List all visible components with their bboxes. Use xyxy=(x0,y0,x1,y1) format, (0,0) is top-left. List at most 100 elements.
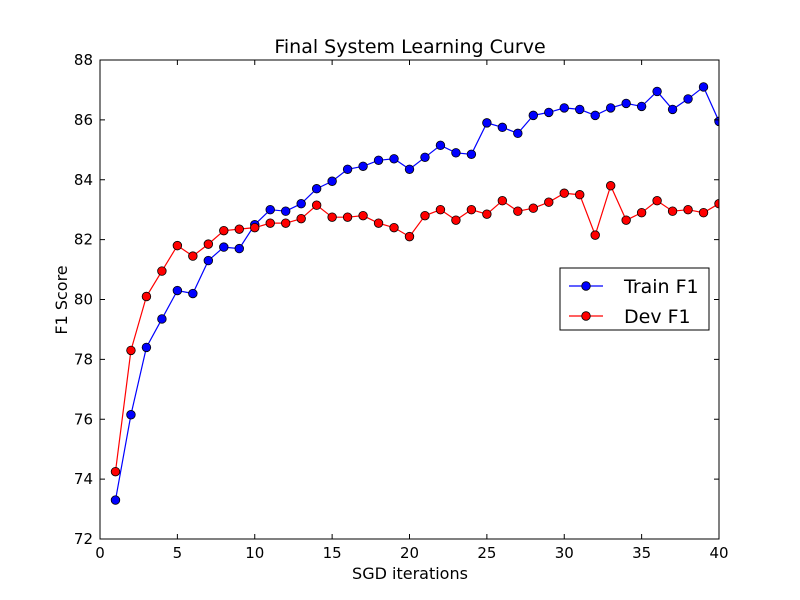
data-point-train-f1 xyxy=(311,184,322,194)
data-point-dev-f1 xyxy=(528,203,539,213)
y-tick-label: 86 xyxy=(74,111,93,129)
data-point-train-f1 xyxy=(575,104,585,115)
data-point-dev-f1 xyxy=(636,207,647,218)
data-point-train-f1 xyxy=(203,255,214,266)
data-point-dev-f1 xyxy=(219,225,229,236)
data-point-train-f1 xyxy=(605,103,616,113)
data-point-dev-f1 xyxy=(652,196,662,206)
data-point-dev-f1 xyxy=(311,200,322,210)
data-point-dev-f1 xyxy=(590,230,600,240)
data-point-dev-f1 xyxy=(435,204,446,215)
plot-area xyxy=(110,82,719,505)
data-point-train-f1 xyxy=(667,104,678,115)
data-point-dev-f1 xyxy=(141,291,152,302)
legend-label-train-f1: Train F1 xyxy=(623,276,699,298)
data-point-dev-f1 xyxy=(559,188,569,198)
data-point-dev-f1 xyxy=(466,204,477,215)
data-point-dev-f1 xyxy=(157,266,167,276)
x-tick-label: 35 xyxy=(632,544,651,562)
data-point-train-f1 xyxy=(590,110,600,121)
data-point-train-f1 xyxy=(528,110,539,121)
data-point-train-f1 xyxy=(373,155,384,165)
data-point-dev-f1 xyxy=(420,210,430,221)
data-point-train-f1 xyxy=(188,288,198,299)
data-point-dev-f1 xyxy=(714,199,719,209)
data-point-train-f1 xyxy=(281,206,291,216)
x-tick-label: 25 xyxy=(477,544,496,562)
y-axis-label: F1 Score xyxy=(52,265,71,334)
legend-marker-train-f1 xyxy=(581,281,591,291)
axis-ticks: 0 5 10 15 20 25 30 35 40 72 74 76 78 80 82 84 86 88 xyxy=(74,51,729,562)
legend: Train F1 Dev F1 xyxy=(559,267,710,331)
data-point-dev-f1 xyxy=(126,345,136,356)
data-point-dev-f1 xyxy=(296,213,306,224)
y-tick-label: 88 xyxy=(74,51,93,69)
x-axis-label: SGD iterations xyxy=(352,564,468,583)
data-point-dev-f1 xyxy=(373,218,384,228)
data-point-dev-f1 xyxy=(358,210,368,221)
x-tick-label: 5 xyxy=(173,544,183,562)
data-point-dev-f1 xyxy=(698,207,709,218)
data-point-train-f1 xyxy=(219,242,229,252)
data-point-train-f1 xyxy=(497,122,508,133)
data-point-dev-f1 xyxy=(342,212,353,222)
data-point-dev-f1 xyxy=(513,206,523,216)
data-point-dev-f1 xyxy=(451,215,461,225)
y-tick-label: 80 xyxy=(74,291,93,309)
y-tick-label: 72 xyxy=(74,530,93,548)
data-point-train-f1 xyxy=(265,204,275,215)
data-point-train-f1 xyxy=(683,94,693,104)
x-tick-label: 40 xyxy=(709,544,728,562)
data-point-dev-f1 xyxy=(172,240,183,251)
data-point-dev-f1 xyxy=(327,212,337,222)
data-point-train-f1 xyxy=(126,410,136,420)
data-point-dev-f1 xyxy=(281,218,291,228)
data-point-train-f1 xyxy=(358,161,368,171)
data-point-train-f1 xyxy=(404,164,415,174)
data-point-train-f1 xyxy=(327,176,337,186)
data-point-dev-f1 xyxy=(667,206,678,216)
data-point-dev-f1 xyxy=(605,181,616,191)
series-line-dev-f1 xyxy=(114,184,719,472)
data-point-dev-f1 xyxy=(497,196,508,206)
data-point-dev-f1 xyxy=(544,197,554,207)
data-point-train-f1 xyxy=(296,198,306,209)
data-point-dev-f1 xyxy=(575,190,585,200)
data-point-dev-f1 xyxy=(404,231,415,242)
x-tick-label: 20 xyxy=(400,544,419,562)
x-tick-label: 30 xyxy=(555,544,574,562)
data-point-dev-f1 xyxy=(203,239,214,249)
data-point-train-f1 xyxy=(110,495,121,505)
data-point-train-f1 xyxy=(621,98,631,109)
data-point-train-f1 xyxy=(451,148,461,158)
data-point-train-f1 xyxy=(698,82,709,92)
data-point-dev-f1 xyxy=(250,222,260,233)
data-point-train-f1 xyxy=(141,342,152,353)
data-point-train-f1 xyxy=(157,314,167,324)
data-point-dev-f1 xyxy=(188,251,198,261)
y-tick-label: 74 xyxy=(74,470,93,488)
data-point-train-f1 xyxy=(559,103,569,113)
data-point-dev-f1 xyxy=(389,222,399,233)
data-point-dev-f1 xyxy=(621,215,631,225)
x-tick-label: 10 xyxy=(245,544,264,562)
data-point-train-f1 xyxy=(342,164,353,174)
data-point-dev-f1 xyxy=(110,466,121,477)
data-point-dev-f1 xyxy=(482,209,492,219)
data-point-train-f1 xyxy=(482,118,492,128)
data-point-dev-f1 xyxy=(265,218,275,228)
y-tick-label: 78 xyxy=(74,350,93,368)
data-point-train-f1 xyxy=(513,128,523,139)
data-point-train-f1 xyxy=(435,140,446,151)
data-point-train-f1 xyxy=(389,154,399,164)
data-point-train-f1 xyxy=(466,149,477,160)
data-point-dev-f1 xyxy=(683,204,693,215)
chart-title: Final System Learning Curve xyxy=(274,36,545,58)
data-point-dev-f1 xyxy=(234,224,244,234)
y-tick-label: 76 xyxy=(74,410,93,428)
data-point-train-f1 xyxy=(714,116,719,127)
x-tick-label: 15 xyxy=(323,544,342,562)
y-tick-label: 82 xyxy=(74,231,93,249)
data-point-train-f1 xyxy=(636,101,647,112)
